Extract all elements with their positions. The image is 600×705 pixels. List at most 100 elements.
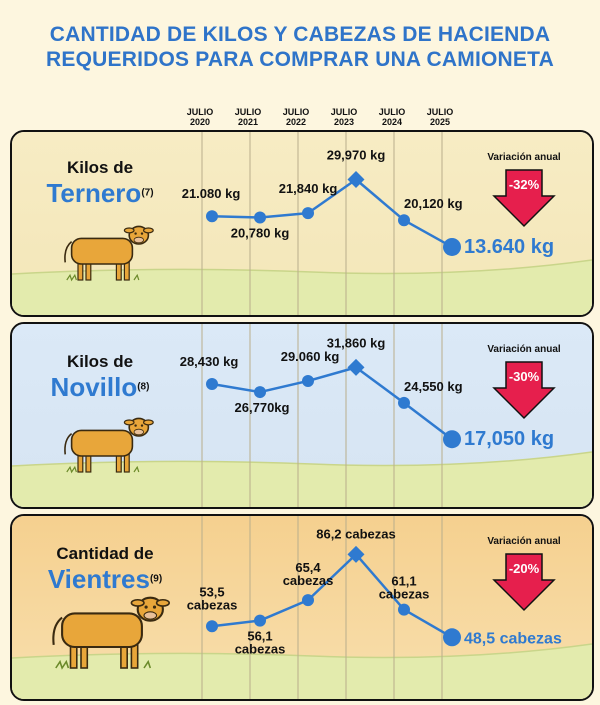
data-label: cabezas [187, 597, 238, 612]
ternero-label-small: Kilos de [66, 158, 134, 177]
data-point [398, 214, 410, 227]
data-point [443, 628, 461, 647]
series-segment [403, 401, 453, 441]
data-point [398, 396, 410, 409]
year-label-2022: JULIO 2022 [276, 107, 316, 127]
grass-band [12, 260, 592, 315]
title-line-2: REQUERIDOS PARA COMPRAR UNA CAMIONETA [46, 48, 554, 71]
data-label: 20,120 kg [404, 196, 463, 211]
final-value-label: 48,5 cabezas [464, 630, 562, 647]
data-point [206, 620, 218, 633]
series-segment [259, 211, 309, 219]
final-value-label: 13.640 kg [464, 236, 554, 258]
data-point [302, 374, 314, 387]
data-label: 65,4 [295, 560, 321, 575]
year-label-2023: JULIO 2023 [324, 107, 364, 127]
year-label-month: JULIO [330, 107, 358, 117]
variation-value: -30% [509, 369, 540, 384]
series-segment [403, 608, 453, 639]
data-point [302, 594, 314, 607]
down-arrow-icon [492, 361, 556, 420]
vientres-label-big: Vientres [47, 564, 150, 594]
data-label: 21.080 kg [182, 186, 241, 201]
year-label-month: JULIO [234, 107, 262, 117]
series-segment [355, 553, 405, 611]
data-label: 28,430 kg [180, 354, 239, 369]
series-segment [259, 379, 309, 394]
down-arrow-icon [492, 553, 556, 612]
data-label: 61,1 [391, 574, 416, 589]
panel-0-chart: 21.080 kg 20,780 kg 21,840 kg 29,970 kg 20,1… [12, 132, 592, 315]
data-point [302, 207, 314, 220]
grass-band [12, 452, 592, 507]
vientres-label-small: Cantidad de [56, 544, 154, 563]
year-label-2021: JULIO 2021 [228, 107, 268, 127]
year-label-2024: JULIO 2024 [372, 107, 412, 127]
data-label: cabezas [283, 573, 334, 588]
panel-2-cow-icon [52, 596, 170, 670]
data-point [254, 211, 266, 224]
year-label-month: JULIO [378, 107, 406, 117]
data-label: 29.060 kg [281, 349, 340, 364]
year-label-month: JULIO [186, 107, 214, 117]
year-label-year: 2021 [237, 117, 259, 127]
title-line-1: CANTIDAD DE KILOS Y CABEZAS DE HACIENDA [49, 23, 551, 46]
data-point [443, 237, 461, 256]
data-label: 31,860 kg [327, 335, 386, 350]
data-label: 21,840 kg [279, 181, 338, 196]
vientres-label: Cantidad de Vientres(9) [30, 544, 180, 595]
year-label-2020: JULIO 2020 [180, 107, 220, 127]
novillo-note: (8) [137, 381, 150, 393]
data-label: 53,5 [199, 584, 224, 599]
grass-band [12, 644, 592, 699]
data-label: 56,1 [247, 629, 272, 644]
vientres-panel: 53,5 cabezas 56,1 cabezas 65,4 cabezas 86,2 ca… [10, 514, 594, 701]
data-label: 26,770kg [235, 400, 290, 415]
year-label-year: 2025 [429, 117, 451, 127]
series-segment [307, 366, 357, 383]
data-label: 24,550 kg [404, 379, 463, 394]
data-label: 20,780 kg [231, 225, 290, 240]
year-label-year: 2023 [333, 117, 355, 127]
series-segment [211, 382, 261, 394]
data-point [254, 614, 266, 627]
panel-1-cow-icon [64, 417, 154, 474]
data-point [206, 378, 218, 391]
ternero-label: Kilos de Ternero(7) [30, 158, 170, 209]
series-segment [211, 619, 261, 628]
year-label-month: JULIO [426, 107, 454, 117]
ternero-note: (7) [141, 187, 154, 199]
data-label: 29,970 kg [327, 148, 386, 163]
novillo-label-big: Novillo [50, 372, 138, 402]
data-point [443, 430, 461, 449]
vientres-variation-label: Variación anual [487, 536, 561, 547]
series-segment [307, 178, 357, 215]
year-label-2025: JULIO 2025 [420, 107, 460, 127]
series-segment [307, 553, 357, 602]
ternero-panel: 21.080 kg 20,780 kg 21,840 kg 29,970 kg 20,1… [10, 130, 594, 317]
series-segment [355, 178, 405, 222]
ternero-label-big: Ternero [46, 178, 142, 208]
variation-value: -32% [509, 177, 540, 192]
down-arrow-icon [492, 169, 556, 228]
year-label-year: 2024 [381, 117, 403, 127]
series-segment [259, 598, 309, 622]
variation-value: -20% [509, 561, 540, 576]
year-label-year: 2022 [285, 117, 307, 127]
series-segment [403, 219, 453, 249]
year-label-year: 2020 [189, 117, 211, 127]
vientres-note: (9) [149, 573, 163, 585]
panel-0-cow-icon [64, 225, 154, 282]
data-label: 86,2 cabezas [316, 526, 396, 541]
data-point [398, 603, 410, 616]
series-segment [355, 366, 405, 404]
data-label: cabezas [235, 642, 286, 657]
novillo-label: Kilos de Novillo(8) [30, 352, 170, 403]
ternero-variation-label: Variación anual [487, 152, 561, 163]
novillo-label-small: Kilos de [66, 352, 134, 371]
novillo-variation-label: Variación anual [487, 344, 561, 355]
data-label: cabezas [379, 587, 430, 602]
series-segment [211, 214, 261, 219]
final-value-label: 17,050 kg [464, 428, 554, 450]
